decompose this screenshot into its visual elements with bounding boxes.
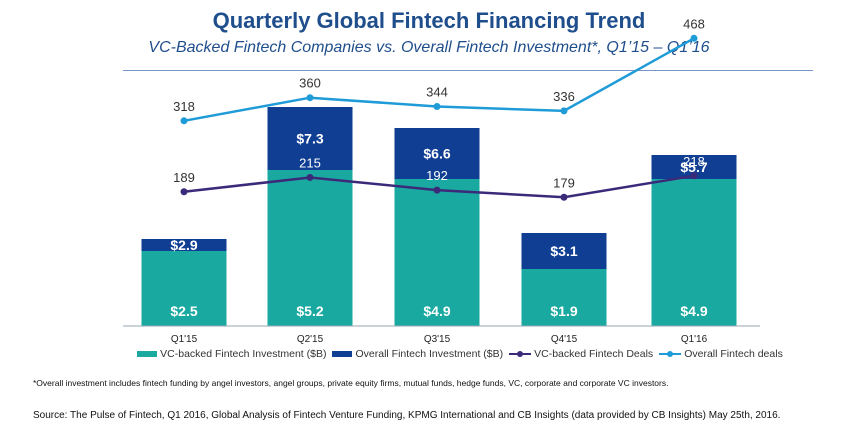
legend-swatch-overall-investment [332,351,353,357]
data-label-vc-investment: $4.9 [423,303,450,319]
data-label-overall-investment: $5.7 [680,159,707,175]
point-vc-deals [180,188,188,196]
point-overall-deals [560,107,568,115]
x-tick-label: Q1'15 [171,334,198,345]
data-label-overall-investment: $6.6 [423,146,450,162]
chart-title: Quarterly Global Fintech Financing Trend [212,8,646,33]
point-overall-deals [306,94,314,102]
x-tick-label: Q4'15 [551,334,578,345]
legend-swatch-vc-deals [509,349,532,359]
data-label-vc-deals: 189 [173,170,195,185]
legend-label-vc-deals: VC-backed Fintech Deals [534,348,654,360]
data-label-overall-investment: $7.3 [296,131,323,147]
legend-swatch-overall-deals [659,349,682,359]
data-label-vc-deals: 215 [299,155,321,170]
source-citation: Source: The Pulse of Fintech, Q1 2016, G… [33,410,781,421]
data-label-overall-deals: 318 [173,99,195,114]
point-vc-deals [560,193,568,201]
point-vc-deals [690,172,698,180]
data-label-overall-deals: 360 [299,76,321,91]
data-label-overall-deals: 468 [683,16,705,31]
x-tick-label: Q2'15 [297,334,324,345]
legend-label-vc-investment: VC-backed Fintech Investment ($B) [160,348,327,360]
data-label-vc-deals: 218 [683,154,705,169]
bar-vc-investment [267,170,353,326]
legend-label-overall-deals: Overall Fintech deals [684,348,783,360]
data-label-vc-investment: $1.9 [550,303,577,319]
point-overall-deals [433,103,441,110]
bar-vc-investment [521,269,607,326]
x-tick-label: Q1'16 [681,334,708,345]
data-label-overall-deals: 336 [553,89,575,104]
data-label-vc-investment: $4.9 [680,303,707,319]
point-overall-deals [690,34,698,42]
data-label-vc-deals: 179 [553,175,575,190]
chart-subtitle: VC-Backed Fintech Companies vs. Overall … [148,39,710,56]
data-label-overall-deals: 344 [426,85,448,100]
bar-vc-investment [651,179,737,326]
data-label-vc-investment: $2.5 [170,303,197,319]
chart-footnote: *Overall investment includes fintech fun… [33,378,669,388]
legend-item-vc-investment: VC-backed Fintech Investment ($B) [137,348,326,360]
fintech-combo-chart: $2.5 $2.9 Q1'15 $5.2 $7.3 Q2'15 $4.9 $6.6 Q3'15 $… [123,16,760,345]
point-overall-deals [180,117,188,125]
legend-label-overall-investment: Overall Fintech Investment ($B) [355,348,504,360]
legend-swatch-vc-investment [137,351,158,357]
point-vc-deals [306,173,314,181]
legend-item-overall-deals: Overall Fintech deals [659,348,783,360]
legend-item-overall-investment: Overall Fintech Investment ($B) [332,348,503,360]
chart-legend: VC-backed Fintech Investment ($B) Overal… [80,348,840,360]
x-tick-label: Q3'15 [424,334,451,345]
bar-vc-investment [394,179,480,326]
point-vc-deals [433,186,441,194]
title-divider [123,70,813,71]
data-label-vc-deals: 192 [426,168,448,183]
bar-vc-investment [141,251,227,326]
data-label-vc-investment: $5.2 [296,303,323,319]
legend-item-vc-deals: VC-backed Fintech Deals [509,348,653,360]
data-label-overall-investment: $2.9 [170,237,197,253]
data-label-overall-investment: $3.1 [550,243,577,259]
